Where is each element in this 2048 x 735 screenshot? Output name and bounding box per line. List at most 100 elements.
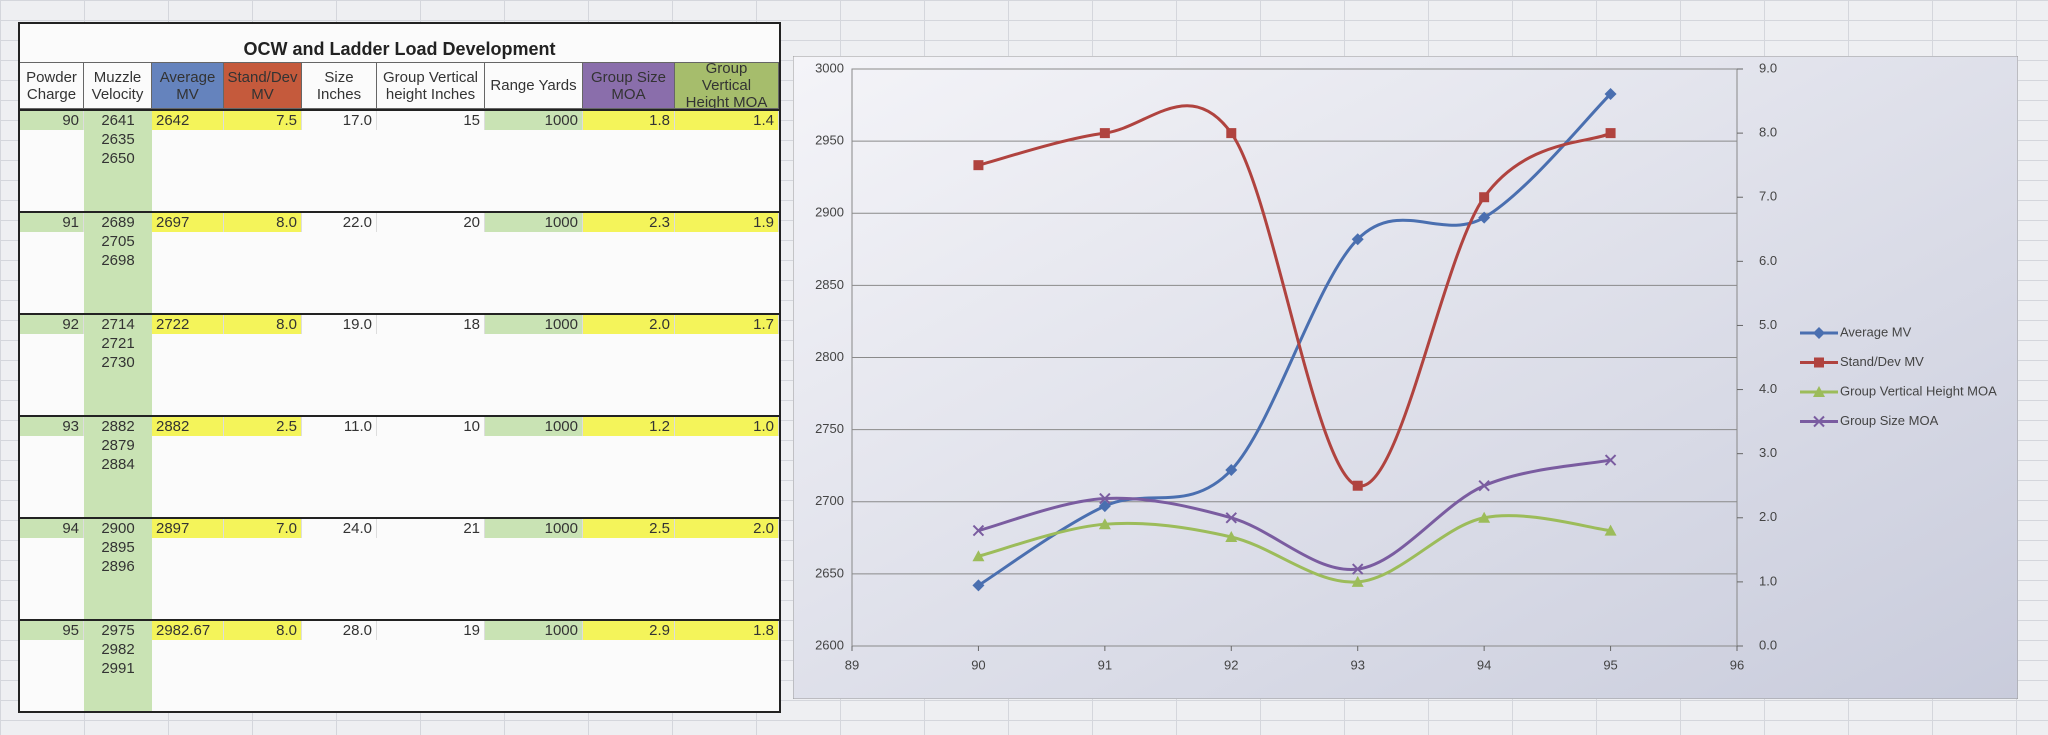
- point: [1099, 492, 1111, 505]
- point: [1352, 480, 1363, 491]
- cell-size-moa: 1.2: [583, 417, 675, 436]
- group-border: [20, 109, 779, 111]
- y-tick-label: 2750: [815, 421, 844, 436]
- velocity: 2714: [101, 316, 135, 333]
- series-line: [978, 514, 1611, 584]
- y2-tick-label: 6.0: [1759, 253, 1777, 268]
- velocity: 2882: [101, 418, 135, 435]
- velocity: 2689: [101, 214, 135, 231]
- column-header: Average MV: [152, 63, 224, 109]
- point: [1604, 524, 1617, 536]
- cell-range: 1000: [485, 315, 583, 334]
- legend-label: Group Size MOA: [1840, 413, 1939, 428]
- x-tick-label: 93: [1350, 657, 1364, 672]
- column-header: Stand/Dev MV: [224, 63, 302, 109]
- legend-marker: [1813, 327, 1825, 339]
- legend-marker: [1813, 415, 1825, 428]
- y2-tick-label: 0.0: [1759, 637, 1777, 652]
- load-table: OCW and Ladder Load Development Powder C…: [18, 22, 781, 713]
- x-tick-label: 92: [1224, 657, 1238, 672]
- cell-vertical-moa: 1.8: [675, 621, 779, 640]
- velocity-column: [84, 415, 152, 517]
- cell-stddev: 7.5: [224, 111, 302, 130]
- point: [1225, 531, 1238, 543]
- y-tick-label: 2600: [815, 637, 844, 652]
- column-header: Powder Charge: [20, 63, 84, 109]
- cell-size-moa: 1.8: [583, 111, 675, 130]
- y-tick-label: 2700: [815, 493, 844, 508]
- velocity-column: [84, 517, 152, 619]
- cell-average: 2982.67: [152, 621, 224, 640]
- cell-vertical-moa: 2.0: [675, 519, 779, 538]
- point: [972, 550, 985, 562]
- x-tick-label: 95: [1603, 657, 1617, 672]
- column-header: Group Size MOA: [583, 63, 675, 109]
- velocity-column: [84, 109, 152, 211]
- cell-charge: 95: [20, 621, 84, 640]
- point: [972, 524, 985, 537]
- column-header: Muzzle Velocity: [84, 63, 152, 109]
- point: [1604, 454, 1617, 466]
- chart-area: [793, 56, 2018, 699]
- table-title: OCW and Ladder Load Development: [20, 24, 779, 63]
- point: [1098, 500, 1111, 513]
- cell-vertical: 20: [377, 213, 485, 232]
- cell-average: 2642: [152, 111, 224, 130]
- cell-size-moa: 2.5: [583, 519, 675, 538]
- y-tick-label: 2650: [815, 565, 844, 580]
- cell-size-moa: 2.3: [583, 213, 675, 232]
- cell-vertical: 10: [377, 417, 485, 436]
- group-border: [20, 313, 779, 315]
- y-tick-label: 2850: [815, 277, 844, 292]
- point: [1351, 575, 1364, 587]
- cell-average: 2882: [152, 417, 224, 436]
- velocity-column: [84, 313, 152, 415]
- velocity: 2991: [101, 660, 135, 677]
- y-tick-label: 2900: [815, 205, 844, 220]
- cell-average: 2722: [152, 315, 224, 334]
- cell-charge: 90: [20, 111, 84, 130]
- velocity: 2721: [101, 335, 135, 352]
- x-tick-label: 96: [1730, 657, 1744, 672]
- cell-size: 19.0: [302, 315, 377, 334]
- point: [1352, 563, 1364, 575]
- cell-size: 22.0: [302, 213, 377, 232]
- group-border: [20, 619, 779, 621]
- group-border: [20, 517, 779, 519]
- velocity: 2635: [101, 131, 135, 148]
- cell-vertical: 15: [377, 111, 485, 130]
- point: [1226, 128, 1237, 139]
- x-tick-label: 94: [1477, 657, 1491, 672]
- y2-tick-label: 9.0: [1759, 60, 1777, 75]
- cell-average: 2697: [152, 213, 224, 232]
- cell-vertical: 18: [377, 315, 485, 334]
- y2-tick-label: 4.0: [1759, 381, 1777, 396]
- point: [1225, 464, 1238, 477]
- cell-charge: 93: [20, 417, 84, 436]
- cell-charge: 91: [20, 213, 84, 232]
- cell-vertical-moa: 1.4: [675, 111, 779, 130]
- cell-vertical: 19: [377, 621, 485, 640]
- series-line: [978, 458, 1611, 571]
- cell-size: 28.0: [302, 621, 377, 640]
- legend-label: Average MV: [1840, 324, 1912, 339]
- y2-tick-label: 3.0: [1759, 445, 1777, 460]
- velocity: 2879: [101, 437, 135, 454]
- column-header: Size Inches: [302, 63, 377, 109]
- y2-tick-label: 2.0: [1759, 509, 1777, 524]
- velocity-column: [84, 619, 152, 711]
- group-border: [20, 415, 779, 417]
- cell-charge: 94: [20, 519, 84, 538]
- point: [972, 579, 985, 592]
- velocity-column: [84, 211, 152, 313]
- point: [1479, 192, 1490, 203]
- legend-marker: [1814, 357, 1824, 368]
- cell-size: 11.0: [302, 417, 377, 436]
- point: [1478, 511, 1491, 523]
- velocity: 2884: [101, 456, 135, 473]
- y-tick-label: 2800: [815, 349, 844, 364]
- y2-tick-label: 7.0: [1759, 189, 1777, 204]
- y2-tick-label: 8.0: [1759, 125, 1777, 140]
- velocity: 2975: [101, 622, 135, 639]
